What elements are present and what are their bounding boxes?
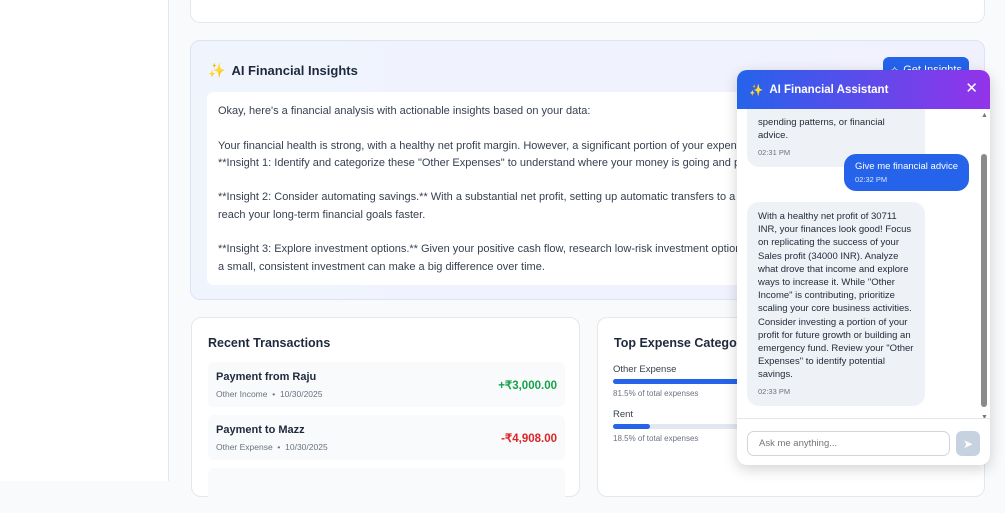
chat-title: AI Financial Assistant (769, 83, 889, 96)
sidebar (0, 0, 169, 481)
transactions-title: Recent Transactions (208, 336, 331, 350)
bot-message: With a healthy net profit of 30711 INR, … (747, 202, 925, 406)
expense-category: Rent 18.5% of total expenses (613, 409, 813, 443)
chat-header: ✨ AI Financial Assistant ✕ (737, 70, 990, 109)
expense-bar-fill (613, 424, 650, 429)
chat-messages: spending patterns, or financial advice. 0… (737, 109, 981, 419)
user-message: Give me financial advice 02:32 PM (844, 154, 969, 191)
transaction-row[interactable]: Payment from Raju Other Income • 10/30/2… (208, 362, 565, 407)
summary-card (190, 0, 985, 23)
close-icon[interactable]: ✕ (965, 80, 978, 97)
transaction-amount: +₹3,000.00 (498, 380, 557, 392)
insights-heading: ✨ AI Financial Insights (208, 62, 358, 79)
sparkles-icon: ✨ (749, 84, 764, 97)
sparkles-icon: ✨ (208, 62, 226, 78)
insights-title: AI Financial Insights (231, 63, 358, 78)
transaction-amount: -₹4,908.00 (501, 433, 557, 445)
chat-input[interactable] (747, 431, 950, 456)
chat-scrollbar[interactable]: ▲ ▼ (981, 112, 988, 421)
transaction-meta: Other Expense • 10/30/2025 (216, 442, 328, 452)
expense-bar-fill (613, 379, 776, 384)
transaction-row[interactable] (208, 468, 565, 513)
send-icon: ➤ (962, 436, 974, 451)
chat-input-bar: ➤ (737, 418, 990, 465)
expenses-title: Top Expense Categories (614, 336, 759, 350)
transaction-meta: Other Income • 10/30/2025 (216, 389, 323, 399)
transaction-row[interactable]: Payment to Mazz Other Expense • 10/30/20… (208, 415, 565, 460)
expense-category: Other Expense 81.5% of total expenses (613, 364, 813, 398)
ai-assistant-chat: ✨ AI Financial Assistant ✕ spending patter… (737, 70, 990, 465)
recent-transactions-card: Recent Transactions Payment from Raju Ot… (191, 317, 580, 513)
transaction-name: Payment to Mazz (216, 424, 305, 436)
transaction-name: Payment from Raju (216, 371, 317, 383)
send-button[interactable]: ➤ (956, 431, 980, 456)
